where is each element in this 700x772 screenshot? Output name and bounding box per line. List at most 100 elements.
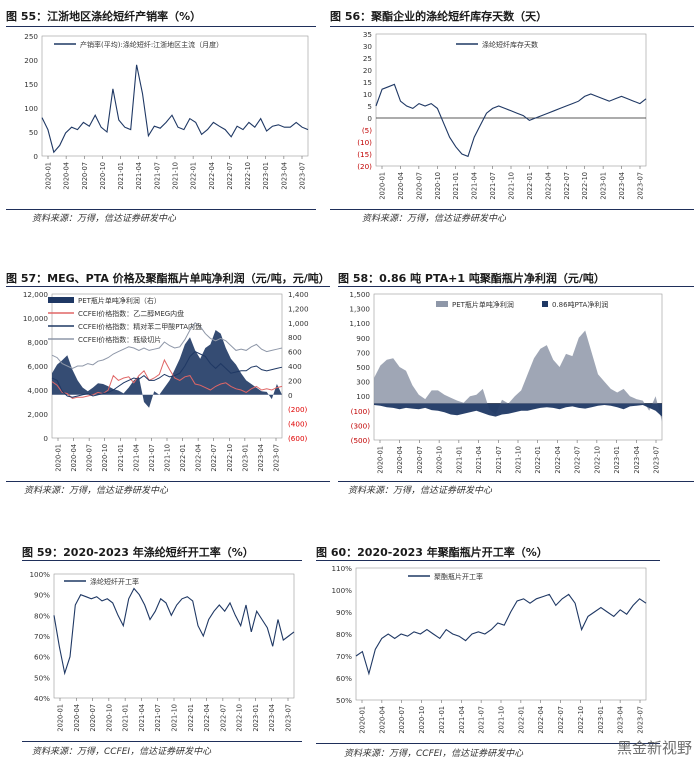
x-tick-label: 2020-04 bbox=[70, 444, 78, 472]
x-tick-label: 2021-01 bbox=[438, 706, 446, 734]
y-tick-label: 300 bbox=[356, 378, 370, 387]
source-rule bbox=[338, 481, 694, 482]
x-tick-label: 2020-10 bbox=[436, 446, 444, 474]
x-tick-label: 2022-10 bbox=[226, 444, 234, 472]
y-tick-label: 700 bbox=[356, 348, 370, 357]
series-line bbox=[51, 351, 283, 398]
y-tick-label: 0 bbox=[33, 152, 38, 161]
x-tick-label: 2021-04 bbox=[458, 706, 466, 734]
y-tick-label: (5) bbox=[362, 126, 372, 135]
plot-frame bbox=[41, 35, 309, 157]
y-tick-label: 110% bbox=[331, 564, 352, 573]
source-note-55: 资料来源：万得，信达证券研发中心 bbox=[32, 214, 177, 224]
y-tick-label: 70% bbox=[34, 632, 50, 641]
x-tick-label: 2021-07 bbox=[478, 706, 486, 734]
y-tick-label: 150 bbox=[24, 80, 38, 89]
x-tick-label: 2021-10 bbox=[515, 446, 523, 474]
y-tick-label: 250 bbox=[24, 32, 38, 41]
x-tick-label: 2023-01 bbox=[241, 444, 249, 472]
x-tick-label: 2021-10 bbox=[498, 706, 506, 734]
x-tick-label: 2022-04 bbox=[203, 704, 211, 732]
y-tick-label: 40% bbox=[34, 694, 50, 703]
title-rule bbox=[316, 560, 660, 561]
x-tick-label: 2020-01 bbox=[45, 162, 53, 190]
y-tick-label: 1,300 bbox=[349, 305, 370, 314]
x-tick-label: 2022-07 bbox=[557, 706, 565, 734]
x-tick-label: 2022-01 bbox=[534, 446, 542, 474]
y-tick-label: 15 bbox=[363, 78, 372, 87]
x-tick-label: 2022-10 bbox=[244, 162, 252, 190]
source-rule bbox=[6, 209, 316, 210]
x-tick-label: 2021-01 bbox=[117, 444, 125, 472]
plot-frame bbox=[373, 293, 663, 441]
y-right-tick-label: 200 bbox=[288, 376, 302, 385]
y-tick-label: 50 bbox=[29, 128, 39, 137]
x-tick-label: 2023-01 bbox=[600, 172, 608, 200]
source-note-56: 资料来源：万得，信达证券研发中心 bbox=[362, 214, 507, 224]
series-area bbox=[374, 330, 662, 422]
x-tick-label: 2021-04 bbox=[132, 444, 140, 472]
y-tick-label: 5 bbox=[367, 102, 372, 111]
x-tick-label: 2020-10 bbox=[99, 162, 107, 190]
x-tick-label: 2021-04 bbox=[471, 172, 479, 200]
x-tick-label: 2023-07 bbox=[637, 172, 645, 200]
source-rule bbox=[316, 743, 660, 744]
y-tick-label: 50% bbox=[336, 696, 352, 705]
x-tick-label: 2023-07 bbox=[637, 706, 645, 734]
x-tick-label: 2023-04 bbox=[617, 706, 625, 734]
x-tick-label: 2020-07 bbox=[415, 172, 423, 200]
chart-panel-56: (20) (15) (10) (5) 0 5 10 15 20 25 30 35 2020-01 2020… bbox=[357, 30, 647, 200]
y-tick-label: 200 bbox=[24, 56, 38, 65]
y-tick-label: 4,000 bbox=[27, 386, 48, 395]
x-tick-label: 2020-04 bbox=[73, 704, 81, 732]
x-tick-label: 2022-01 bbox=[179, 444, 187, 472]
x-tick-label: 2020-04 bbox=[63, 162, 71, 190]
panel-title-60: 图 60：2020-2023 年聚酯瓶片开工率（%） bbox=[316, 546, 548, 559]
legend-label: PET瓶片单吨净利润 bbox=[452, 300, 514, 309]
x-tick-label: 2020-10 bbox=[418, 706, 426, 734]
x-tick-label: 2021-10 bbox=[171, 704, 179, 732]
y-tick-label: 0 bbox=[43, 434, 48, 443]
x-tick-label: 2021-07 bbox=[495, 446, 503, 474]
x-tick-label: 2023-01 bbox=[597, 706, 605, 734]
x-tick-label: 2023-01 bbox=[252, 704, 260, 732]
x-tick-label: 2020-01 bbox=[359, 706, 367, 734]
series-line bbox=[355, 593, 647, 676]
series-area bbox=[374, 403, 662, 417]
x-tick-label: 2020-01 bbox=[377, 446, 385, 474]
y-tick-label: 50% bbox=[34, 673, 50, 682]
x-tick-label: 2022-10 bbox=[236, 704, 244, 732]
legend-swatch bbox=[436, 301, 448, 307]
x-tick-label: 2023-01 bbox=[262, 162, 270, 190]
y-tick-label: 2,000 bbox=[27, 410, 48, 419]
x-tick-label: 2021-01 bbox=[122, 704, 130, 732]
y-tick-label: (500) bbox=[351, 436, 371, 445]
title-rule bbox=[6, 26, 316, 27]
x-tick-label: 2023-04 bbox=[268, 704, 276, 732]
y-tick-label: 900 bbox=[356, 334, 370, 343]
y-tick-label: 100% bbox=[29, 570, 50, 579]
y-right-tick-label: 1,000 bbox=[288, 319, 309, 328]
x-tick-label: 2022-04 bbox=[554, 446, 562, 474]
x-tick-label: 2021-01 bbox=[117, 162, 125, 190]
x-tick-label: 2020-01 bbox=[57, 704, 65, 732]
x-tick-label: 2020-10 bbox=[105, 704, 113, 732]
x-tick-label: 2022-10 bbox=[593, 446, 601, 474]
x-tick-label: 2023-04 bbox=[633, 446, 641, 474]
x-tick-label: 2022-10 bbox=[577, 706, 585, 734]
chart-panel-58: (500) (300) (100) 100 300 500 700 900 1,100 1,300… bbox=[349, 290, 663, 474]
x-tick-label: 2020-04 bbox=[378, 706, 386, 734]
chart-panel-57: 0 2,000 4,000 6,000 8,000 10,000 12,000 (600) (4… bbox=[23, 290, 309, 472]
x-tick-label: 2021-07 bbox=[489, 172, 497, 200]
x-tick-label: 2023-04 bbox=[618, 172, 626, 200]
y-right-tick-label: (600) bbox=[288, 434, 308, 443]
x-tick-label: 2022-07 bbox=[563, 172, 571, 200]
x-tick-label: 2020-10 bbox=[434, 172, 442, 200]
y-tick-label: 1,500 bbox=[349, 290, 370, 299]
x-tick-label: 2022-07 bbox=[574, 446, 582, 474]
x-tick-label: 2022-04 bbox=[537, 706, 545, 734]
y-tick-label: 12,000 bbox=[23, 290, 49, 299]
y-tick-label: (100) bbox=[351, 407, 371, 416]
x-tick-label: 2022-01 bbox=[190, 162, 198, 190]
y-right-tick-label: (200) bbox=[288, 405, 308, 414]
